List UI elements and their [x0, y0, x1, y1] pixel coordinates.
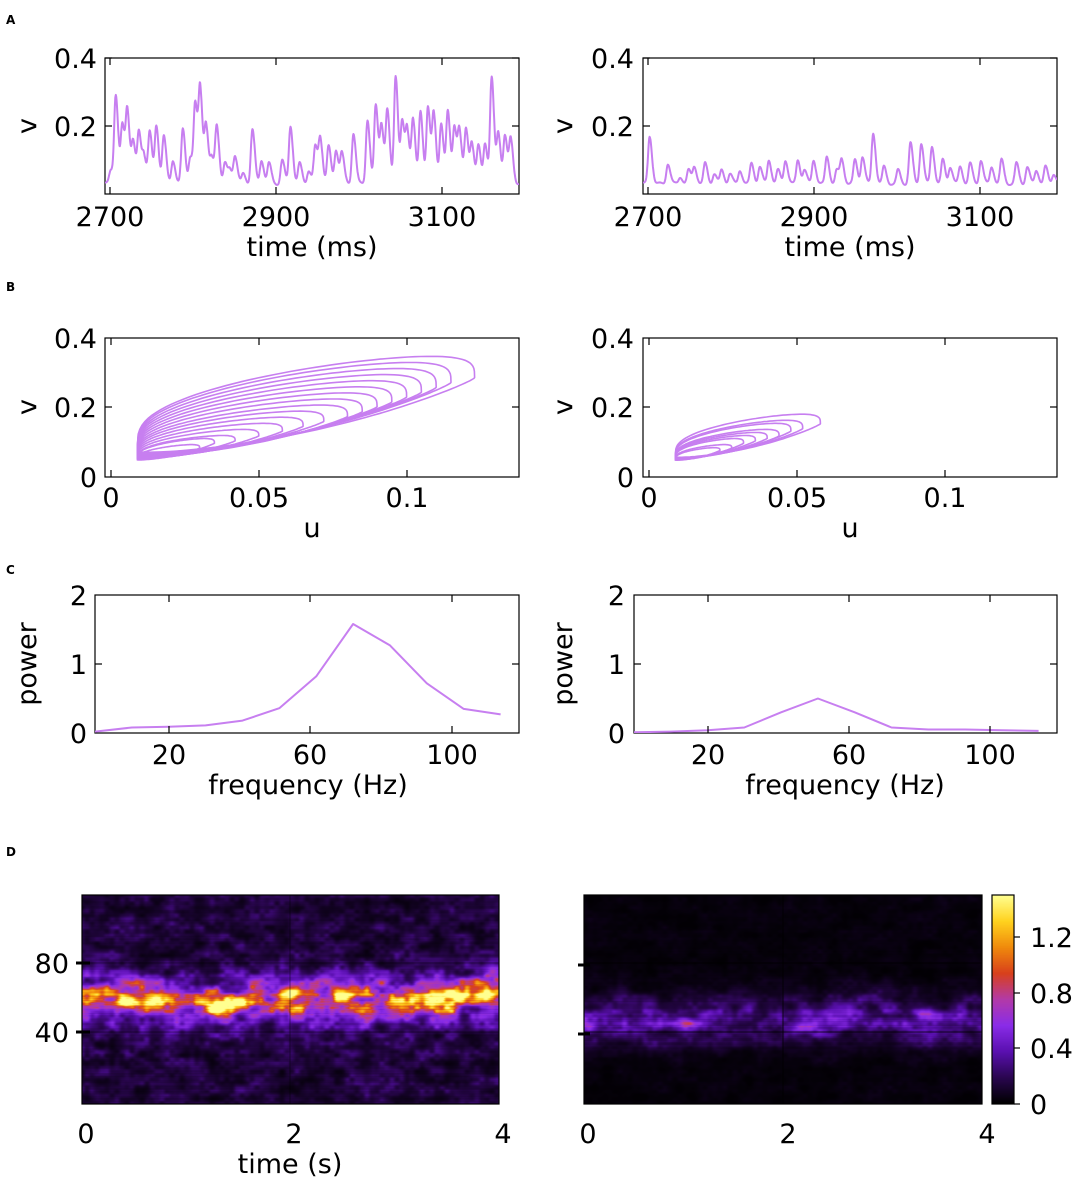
y-tick-label: 0: [608, 719, 625, 750]
chart-d-right: 0 2 4: [578, 894, 996, 1150]
x-axis-label: time (s): [238, 1149, 343, 1180]
y-tick-label: 0.4: [54, 324, 97, 355]
x-tick-label: 4: [494, 1119, 511, 1150]
phase-loops: [674, 413, 822, 461]
y-axis-label: power: [548, 621, 579, 705]
x-tick-label: 4: [978, 1119, 995, 1150]
x-tick-label: 2900: [780, 202, 849, 233]
x-tick-label: 3100: [408, 202, 477, 233]
colorbar-frame: [991, 894, 1015, 1105]
y-tick-label: 0.4: [591, 44, 634, 75]
y-tick-label: 0: [617, 463, 634, 494]
x-tick-label: 2900: [242, 202, 311, 233]
chart-c-right: 0 1 2 20 60 100 frequency (Hz) power: [548, 581, 1058, 801]
plot-frame: [583, 894, 983, 1105]
x-tick-label: 0: [640, 483, 657, 514]
y-axis-label: power: [12, 621, 43, 705]
panel-letter-d: D: [6, 845, 16, 859]
colorbar-tick-label: 0.4: [1030, 1034, 1073, 1065]
x-tick-label: 0.1: [386, 483, 429, 514]
y-tick-label: 0.2: [54, 112, 97, 143]
voltage-trace-line: [643, 132, 1057, 186]
panel-letter-a: A: [6, 13, 16, 27]
x-tick-label: 3100: [946, 202, 1015, 233]
x-axis-label: time (ms): [246, 232, 377, 263]
x-tick-label: 20: [152, 740, 186, 771]
x-tick-label: 0: [579, 1119, 596, 1150]
x-tick-label: 0: [77, 1119, 94, 1150]
y-tick-label: 0: [80, 463, 97, 494]
chart-c-left: 0 1 2 20 60 100 frequency (Hz) power: [12, 581, 520, 801]
x-axis-label: frequency (Hz): [745, 770, 945, 801]
x-tick-label: 0.1: [924, 483, 967, 514]
y-tick-label: 0.2: [591, 112, 634, 143]
x-tick-label: 0.05: [767, 483, 827, 514]
y-tick-label: 0: [70, 719, 87, 750]
voltage-trace-line: [105, 75, 519, 186]
phase-loop-15: [136, 443, 201, 461]
y-tick-label: 1: [608, 650, 625, 681]
phase-loops: [136, 355, 476, 461]
x-tick-label: 2700: [76, 202, 145, 233]
panel-letter-b: B: [6, 280, 15, 294]
colorbar-tick-label: 1.2: [1030, 923, 1073, 954]
x-axis-label: time (ms): [784, 232, 915, 263]
x-tick-label: 60: [832, 740, 866, 771]
y-axis-label: v: [548, 118, 579, 134]
y-tick-label: 40: [35, 1018, 69, 1049]
colorbar-tick-label: 0.8: [1030, 979, 1073, 1010]
power-spectrum-line: [634, 697, 1039, 733]
chart-b-left: 0 0.2 0.4 0 0.05 0.1 u v: [12, 324, 520, 544]
phase-loop-8: [674, 446, 721, 461]
x-tick-label: 2: [285, 1119, 302, 1150]
x-tick-label: 100: [964, 740, 1016, 771]
colorbar-tick-label: 0: [1030, 1090, 1047, 1121]
colorbar: 0 0.4 0.8 1.2: [991, 894, 1073, 1121]
x-tick-label: 0.05: [229, 483, 289, 514]
colorbar-gradient: [992, 895, 1014, 1104]
y-tick-label: 0.2: [591, 393, 634, 424]
y-tick-label: 2: [70, 581, 87, 612]
plot-frame: [633, 594, 1058, 734]
x-tick-label: 2: [779, 1119, 796, 1150]
x-tick-label: 100: [426, 740, 478, 771]
x-tick-label: 0: [102, 483, 119, 514]
y-axis-label: v: [12, 399, 43, 415]
y-tick-label: 1: [70, 650, 87, 681]
chart-a-left: 0.2 0.4 2700 2900 3100 time (ms) v: [12, 44, 520, 263]
y-tick-label: 0.4: [591, 324, 634, 355]
x-axis-label: frequency (Hz): [208, 770, 408, 801]
chart-d-left: 80 40 0 2 4 time (s): [35, 894, 512, 1180]
spectrogram-image: [82, 895, 499, 1104]
plot-frame: [81, 894, 500, 1105]
power-spectrum-line: [95, 623, 501, 733]
y-tick-label: 2: [608, 581, 625, 612]
x-axis-label: u: [841, 513, 858, 544]
chart-b-right: 0 0.2 0.4 0 0.05 0.1 u v: [548, 324, 1058, 544]
x-tick-label: 60: [293, 740, 327, 771]
y-axis-label: v: [12, 118, 43, 134]
chart-a-right: 0.2 0.4 2700 2900 3100 time (ms) v: [548, 44, 1058, 263]
plot-frame: [94, 594, 520, 734]
plot-frame: [642, 57, 1058, 195]
y-tick-label: 0.2: [54, 393, 97, 424]
x-axis-label: u: [303, 513, 320, 544]
x-tick-label: 2700: [614, 202, 683, 233]
y-tick-label: 0.4: [54, 44, 97, 75]
x-tick-label: 20: [691, 740, 725, 771]
y-tick-label: 80: [35, 949, 69, 980]
y-axis-label: v: [548, 399, 579, 415]
panel-letter-c: C: [6, 563, 15, 577]
